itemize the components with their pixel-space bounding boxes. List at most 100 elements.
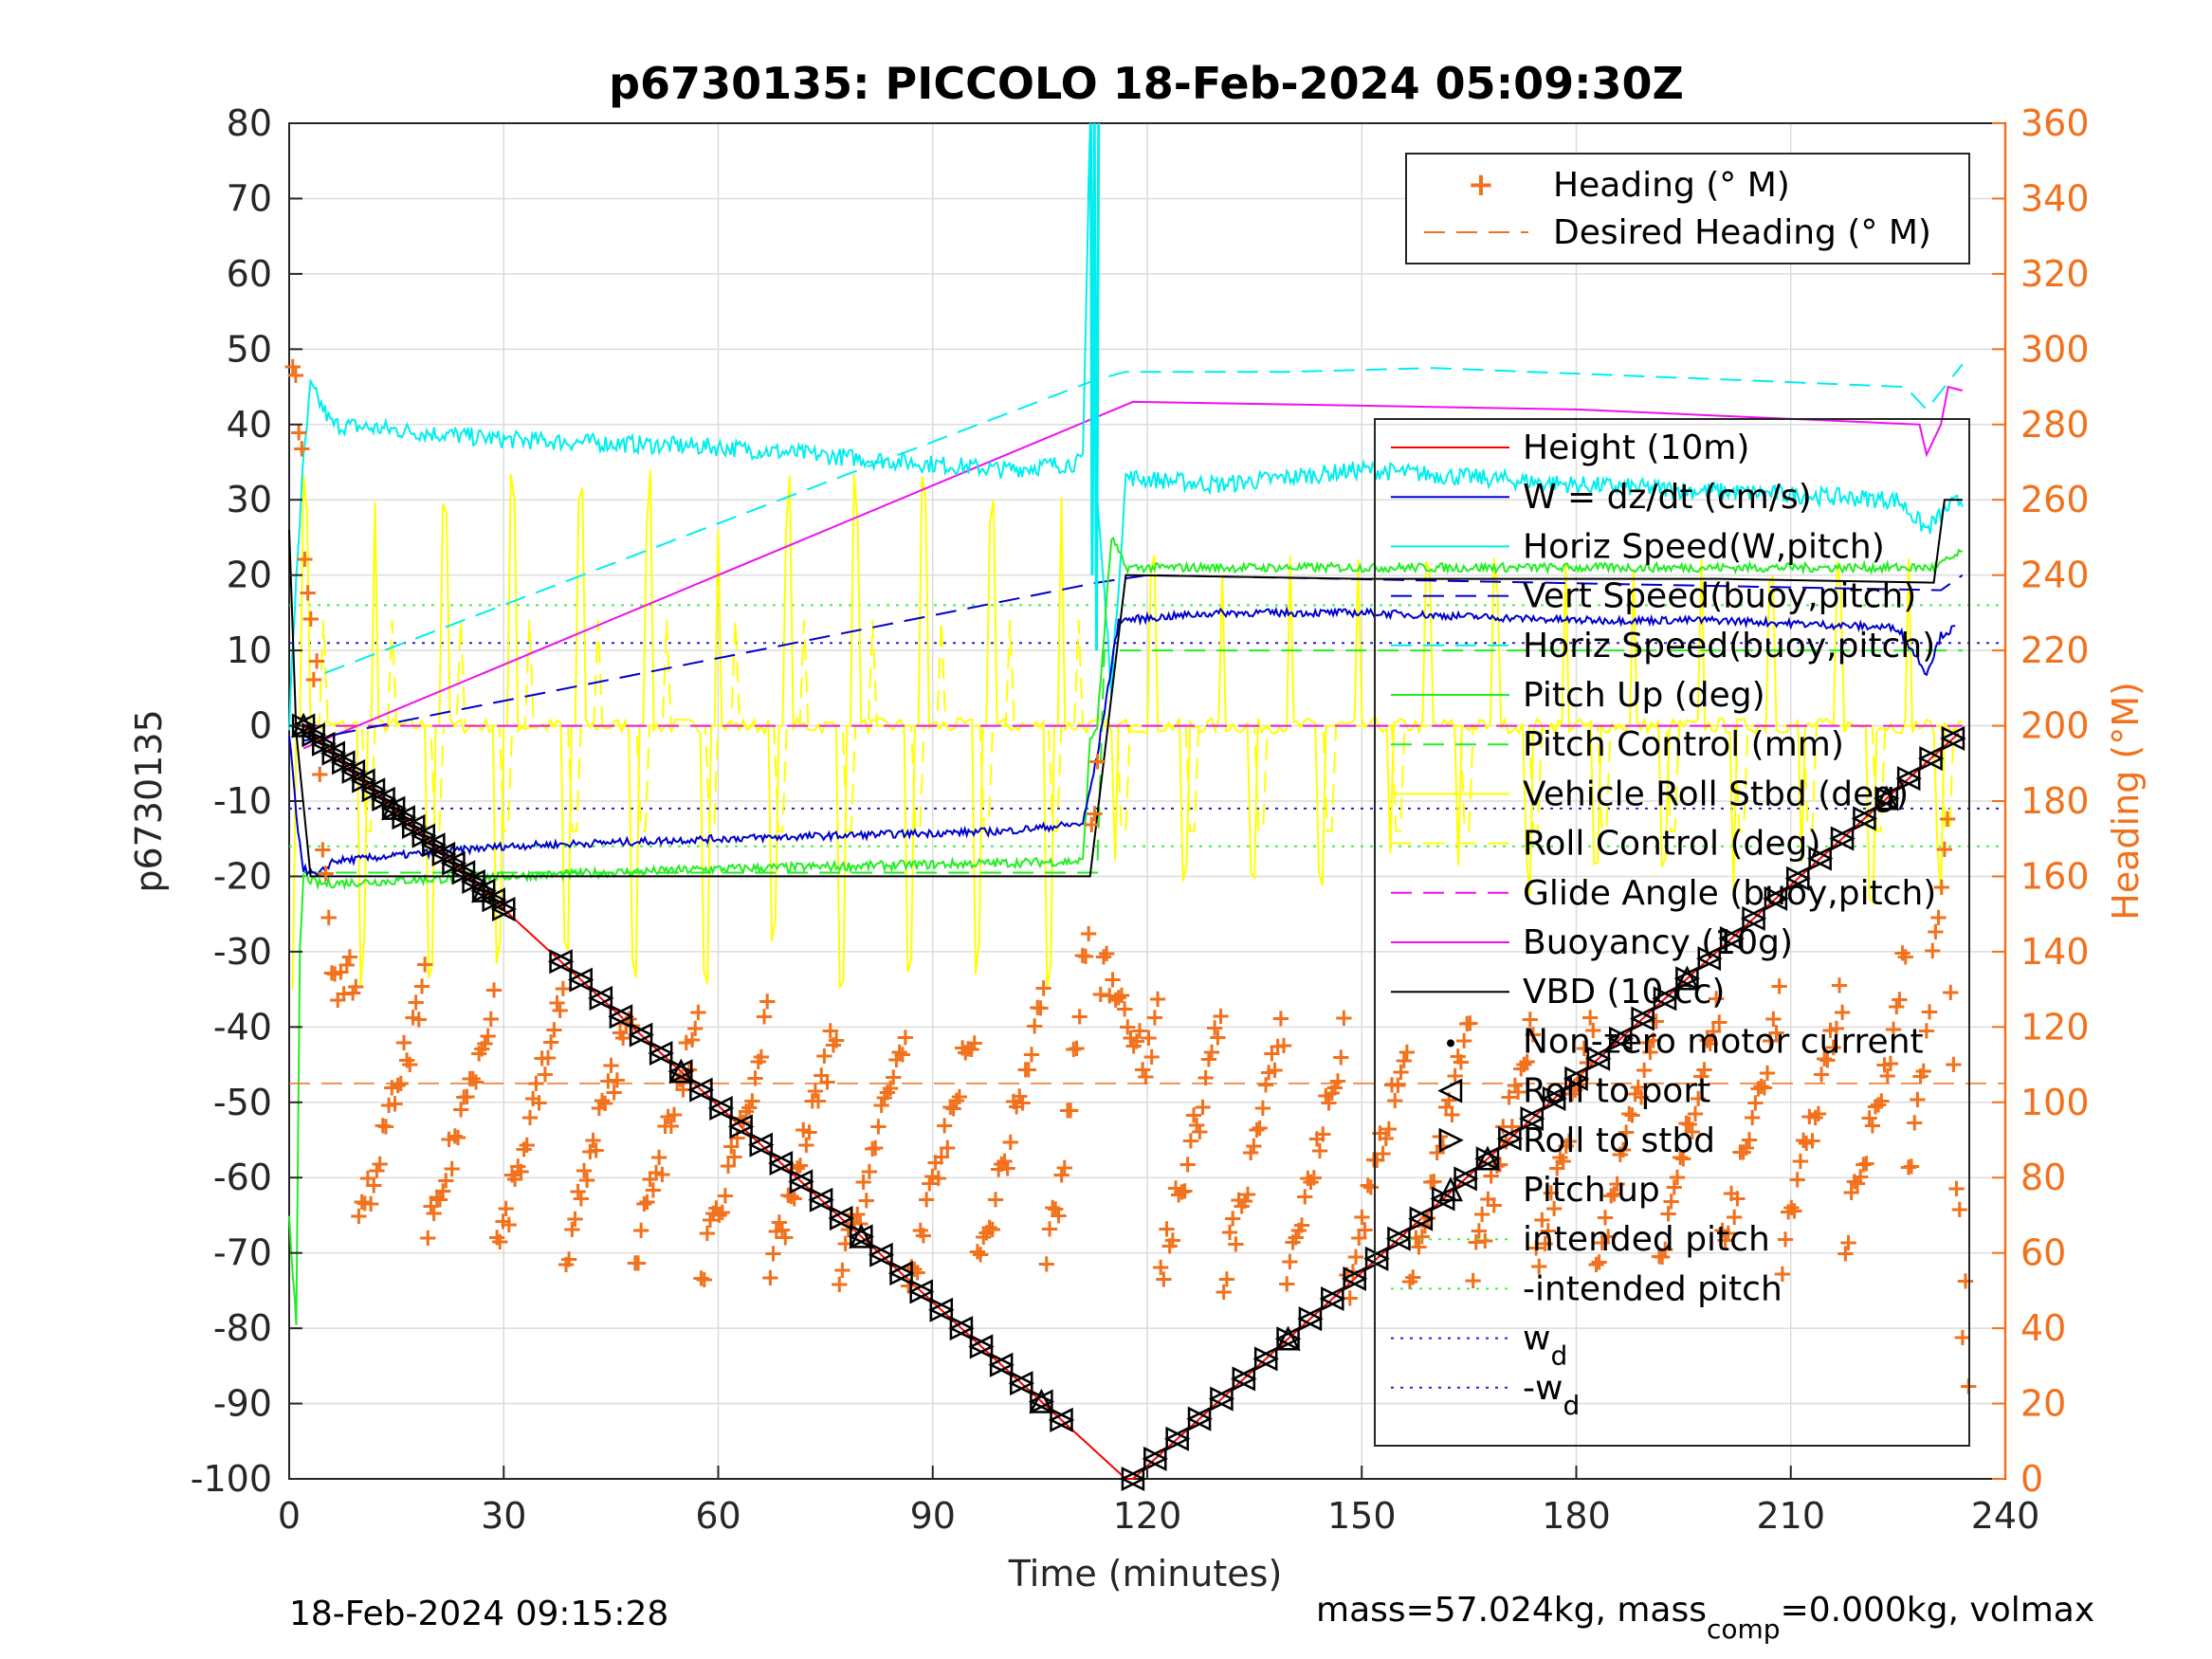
legend-main-label: Buoyancy (10g) xyxy=(1523,923,1793,962)
heading-point: + xyxy=(832,1256,853,1285)
heading-point: + xyxy=(865,1134,886,1162)
heading-point: + xyxy=(1580,1004,1600,1032)
heading-point: + xyxy=(1727,1185,1747,1213)
heading-point: + xyxy=(1286,1224,1307,1252)
heading-point: + xyxy=(1772,1260,1793,1288)
legend-main-label-text: Glide Angle (buoy,pitch) xyxy=(1523,874,1936,913)
legend-main-label-text: Horiz Speed(W,pitch) xyxy=(1523,527,1885,566)
roll-stbd-marker xyxy=(569,967,594,993)
roll-stbd-marker xyxy=(1808,846,1834,871)
heading-point: + xyxy=(1947,1175,1967,1203)
heading-point: + xyxy=(859,1158,880,1186)
y-tick-label: -40 xyxy=(213,1006,272,1048)
heading-point: + xyxy=(1673,1144,1693,1173)
legend-main-label-text: Non-zero motor current xyxy=(1523,1022,1924,1061)
heading-point: + xyxy=(889,1038,910,1066)
legend-main-box xyxy=(1374,418,1970,1447)
heading-point: + xyxy=(649,1143,669,1172)
heading-point: + xyxy=(977,1218,997,1247)
heading-point: + xyxy=(309,760,330,789)
heading-point: + xyxy=(463,1065,484,1093)
heading-point: + xyxy=(1600,1182,1621,1211)
heading-point: + xyxy=(694,1266,715,1294)
roll-stbd-marker xyxy=(1896,766,1922,792)
roll-stbd-marker xyxy=(669,1059,695,1085)
roll-stbd-marker xyxy=(989,1352,1015,1377)
heading-point: + xyxy=(1916,1016,1937,1045)
heading-point: + xyxy=(1153,1265,1174,1293)
heading-point: + xyxy=(637,1188,658,1216)
heading-point: + xyxy=(535,1061,556,1089)
y-right-tick-label: 20 xyxy=(2020,1383,2066,1425)
heading-point: + xyxy=(1652,1243,1673,1271)
heading-point: + xyxy=(430,1186,450,1214)
heading-point: + xyxy=(612,1024,633,1052)
pitch-up-marker xyxy=(668,1058,694,1084)
pitch-up-line xyxy=(288,536,1964,1325)
y-tick-label: 50 xyxy=(227,328,272,370)
roll-stbd-marker xyxy=(1030,1389,1055,1414)
heading-point: + xyxy=(1949,1195,1970,1224)
axes: 0 30 60 90 120 150 180 210 24080706050403020100-… xyxy=(191,102,2090,1537)
heading-point: + xyxy=(283,353,303,381)
legend-main-label-text: Horiz Speed(buoy,pitch) xyxy=(1523,627,1935,665)
heading-point: + xyxy=(321,959,342,988)
heading-point: + xyxy=(1889,985,1910,1013)
roll-stbd-marker xyxy=(1453,1166,1479,1192)
legend-main: Height (10m) W = dz/dt (cm/s) Horiz Speed(… xyxy=(1374,418,1970,1447)
heading-point: + xyxy=(1222,1205,1243,1233)
heading-point: + xyxy=(1847,1169,1868,1197)
heading-point: + xyxy=(1075,942,1096,971)
y-right-tick-label: 280 xyxy=(2020,404,2090,446)
heading-point: + xyxy=(1871,1087,1892,1116)
heading-point: + xyxy=(337,951,357,979)
heading-point: + xyxy=(1391,1058,1412,1086)
heading-point: + xyxy=(1745,1089,1765,1118)
heading-point: + xyxy=(1739,1125,1760,1154)
pitch-up-marker xyxy=(1275,1325,1301,1351)
heading-point: + xyxy=(439,1125,460,1154)
roll-stbd-marker xyxy=(1210,1386,1235,1412)
heading-point: + xyxy=(1304,1164,1325,1193)
heading-point: + xyxy=(1261,1040,1282,1068)
heading-point: + xyxy=(916,1185,937,1213)
heading-point: + xyxy=(1592,1229,1613,1257)
heading-point: + xyxy=(1355,1215,1376,1244)
heading-point: + xyxy=(640,1165,661,1194)
heading-point: + xyxy=(1018,1055,1039,1084)
heading-point: + xyxy=(1358,1172,1379,1200)
heading-point: + xyxy=(1484,1191,1505,1219)
heading-point: + xyxy=(388,1071,409,1100)
heading-point: + xyxy=(1397,1038,1417,1066)
roll-stbd-marker xyxy=(1941,725,1966,751)
heading-point: + xyxy=(1132,1056,1153,1085)
heading-point: + xyxy=(664,1101,685,1129)
heading-point: + xyxy=(1103,965,1124,994)
heading-point: + xyxy=(769,1208,790,1236)
heading-point: + xyxy=(291,434,312,463)
heading-point: + xyxy=(871,1091,892,1120)
legend-triangle-marker xyxy=(1437,1176,1464,1202)
heading-point: + xyxy=(471,1034,492,1063)
roll-stbd-marker xyxy=(1165,1426,1191,1451)
heading-point: + xyxy=(988,1155,1009,1183)
heading-point: + xyxy=(1886,993,1907,1021)
heading-point: + xyxy=(687,998,708,1027)
legend-main-label-sub: d xyxy=(1550,1340,1567,1372)
heading-point: + xyxy=(820,1017,841,1046)
heading-point: + xyxy=(1553,1147,1574,1176)
roll-stbd-marker xyxy=(809,1187,834,1212)
heading-point: + xyxy=(1868,1091,1889,1120)
x-tick-label: 120 xyxy=(1113,1495,1182,1537)
x-tick-label: 60 xyxy=(695,1495,740,1537)
roll-stbd-marker xyxy=(949,1316,975,1341)
legend-desired-heading-label: Desired Heading (° M) xyxy=(1553,213,1931,252)
horiz-speed-buoy-line xyxy=(324,363,1964,674)
legend-main-label-text: intended pitch xyxy=(1523,1220,1770,1259)
heading-point: + xyxy=(1667,1163,1688,1192)
x-tick-label: 0 xyxy=(278,1495,301,1537)
heading-point: + xyxy=(1709,1008,1729,1036)
heading-point: + xyxy=(1715,1226,1736,1254)
heading-point: + xyxy=(1211,1002,1232,1030)
